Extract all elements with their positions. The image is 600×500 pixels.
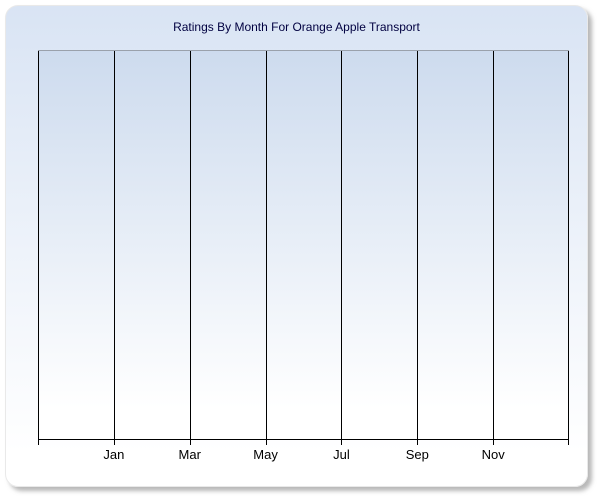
chart-panel: Ratings By Month For Orange Apple Transp…	[5, 5, 588, 487]
x-axis-labels: Jan Mar May Jul Sep Nov	[38, 447, 569, 465]
axis-tick	[38, 440, 39, 445]
axis-tick	[189, 440, 191, 445]
gridline	[568, 51, 569, 439]
axis-tick	[417, 440, 419, 445]
axis-tick	[113, 440, 115, 445]
axis-tick	[265, 440, 267, 445]
axis-tick	[568, 440, 569, 445]
gridline	[493, 51, 495, 439]
x-tick-label: Mar	[178, 447, 201, 462]
x-tick-label: Nov	[481, 447, 505, 462]
plot-area	[38, 50, 569, 445]
gridline	[113, 51, 115, 439]
gridline	[189, 51, 191, 439]
gridline	[265, 51, 267, 439]
gridline	[38, 51, 39, 439]
x-tick-label: Sep	[405, 447, 429, 462]
x-tick-label: Jul	[333, 447, 350, 462]
gridline	[417, 51, 419, 439]
gridline	[341, 51, 343, 439]
x-tick-label: Jan	[103, 447, 125, 462]
x-tick-label: May	[253, 447, 278, 462]
axis-tick	[341, 440, 343, 445]
axis-tick	[493, 440, 495, 445]
chart-title: Ratings By Month For Orange Apple Transp…	[173, 20, 420, 34]
